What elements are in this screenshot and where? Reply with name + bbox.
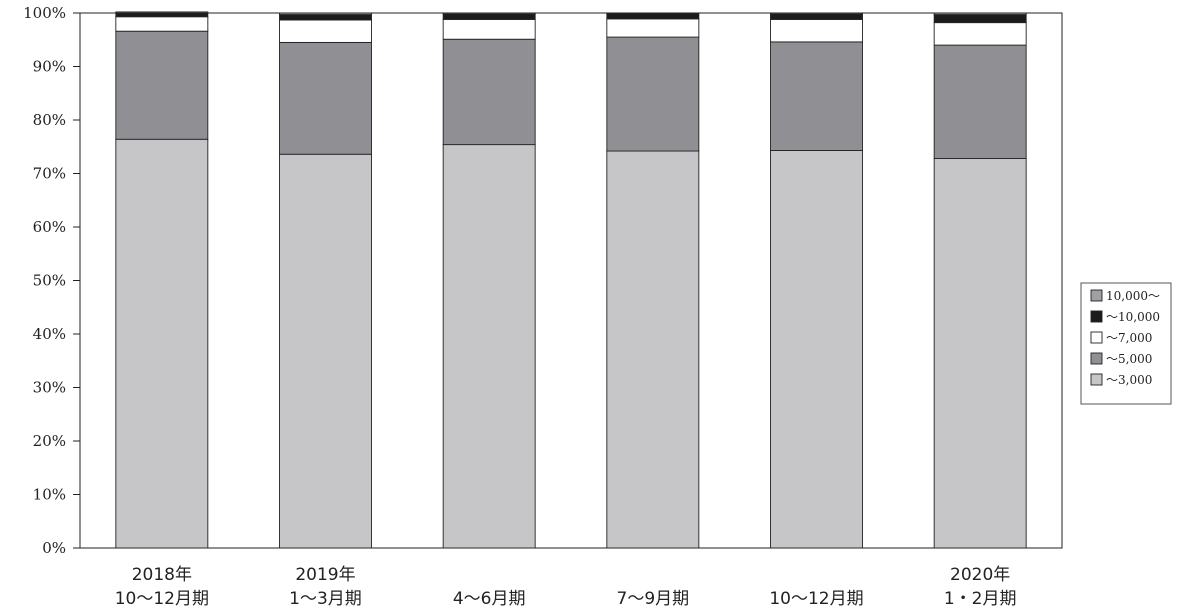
bar-segment-6-3 bbox=[933, 22, 1027, 46]
bar-segment-3-5 bbox=[442, 12, 536, 15]
bar-segment-3-1 bbox=[442, 144, 536, 549]
bar-segment-2-2 bbox=[279, 41, 372, 155]
x-tick-label: 2019年 bbox=[295, 565, 355, 585]
bar-segment-4-3 bbox=[606, 18, 700, 38]
bar-segment-4-5 bbox=[606, 12, 700, 14]
y-tick-label: 90% bbox=[33, 58, 66, 76]
legend: 10,000～ ～10,000 ～7,000 ～5,000 ～3,000 bbox=[1080, 282, 1172, 405]
y-tick-label: 10% bbox=[33, 486, 66, 504]
bar-segment-2-1 bbox=[279, 153, 372, 549]
y-tick-label: 0% bbox=[42, 539, 66, 557]
plot-area bbox=[79, 11, 1063, 549]
bar-segment-5-4 bbox=[770, 13, 863, 20]
y-tick-label: 60% bbox=[33, 218, 66, 236]
legend-swatch bbox=[1090, 373, 1103, 386]
bar-segment-1-3 bbox=[115, 16, 209, 32]
legend-swatch bbox=[1090, 289, 1103, 302]
bar-segment-2-3 bbox=[279, 19, 372, 43]
bar-segment-3-3 bbox=[442, 18, 536, 40]
bar-segment-4-1 bbox=[606, 150, 700, 549]
legend-label: ～7,000 bbox=[1106, 331, 1152, 345]
y-tick-label: 70% bbox=[33, 165, 66, 183]
bar-segment-1-1 bbox=[115, 138, 209, 549]
x-tick-label: 2020年 bbox=[950, 565, 1010, 585]
bar-segment-1-2 bbox=[115, 30, 209, 140]
bar-segment-5-5 bbox=[770, 12, 863, 15]
y-tick-label: 40% bbox=[33, 325, 66, 343]
bar-segment-2-5 bbox=[279, 12, 372, 16]
bar-segment-6-4 bbox=[933, 14, 1027, 24]
y-tick-label: 100% bbox=[23, 4, 66, 22]
x-tick-label: 1・2月期 bbox=[944, 589, 1017, 609]
x-tick-label: 1～3月期 bbox=[289, 589, 362, 609]
x-tick-label: 7～9月期 bbox=[617, 589, 690, 609]
x-axis: 2018年 10～12月期 2019年 1～3月期 4～6月期 7～9月期 10～12月期 2… bbox=[115, 565, 1017, 609]
legend-swatch bbox=[1090, 310, 1103, 323]
bar-segment-4-4 bbox=[606, 13, 700, 20]
bar-segment-2-4 bbox=[279, 14, 372, 21]
legend-label: ～10,000 bbox=[1106, 310, 1160, 324]
x-tick-label: 10～12月期 bbox=[115, 589, 209, 609]
bar-segment-5-2 bbox=[770, 41, 863, 151]
y-tick-label: 80% bbox=[33, 111, 66, 129]
bar-segment-3-2 bbox=[442, 38, 536, 146]
x-tick-label: 10～12月期 bbox=[769, 589, 863, 609]
legend-swatch bbox=[1090, 331, 1103, 344]
legend-label: ～5,000 bbox=[1106, 352, 1152, 366]
bar-segment-5-3 bbox=[770, 18, 863, 43]
plot-frame bbox=[79, 12, 1063, 549]
legend-swatch bbox=[1090, 352, 1103, 365]
x-tick-label: 2018年 bbox=[132, 565, 192, 585]
x-tick-label: 4～6月期 bbox=[453, 589, 526, 609]
bar-segment-6-1 bbox=[933, 158, 1027, 549]
legend-label: ～3,000 bbox=[1106, 373, 1152, 387]
y-tick-label: 50% bbox=[33, 272, 66, 290]
bar-segment-1-5 bbox=[115, 11, 209, 14]
bar-segment-6-2 bbox=[933, 44, 1027, 159]
bar-segment-1-4 bbox=[115, 12, 209, 18]
bar-segment-3-4 bbox=[442, 13, 536, 20]
legend-label: 10,000～ bbox=[1106, 289, 1160, 303]
bar-segment-4-2 bbox=[606, 36, 700, 152]
y-axis: 0% 10% 20% 30% 40% 50% 60% 70% 80% 90% 100% bbox=[23, 4, 80, 557]
y-tick-label: 20% bbox=[33, 432, 66, 450]
y-tick-label: 30% bbox=[33, 379, 66, 397]
bar-segment-5-1 bbox=[770, 150, 863, 549]
bar-segment-6-5 bbox=[933, 12, 1027, 16]
